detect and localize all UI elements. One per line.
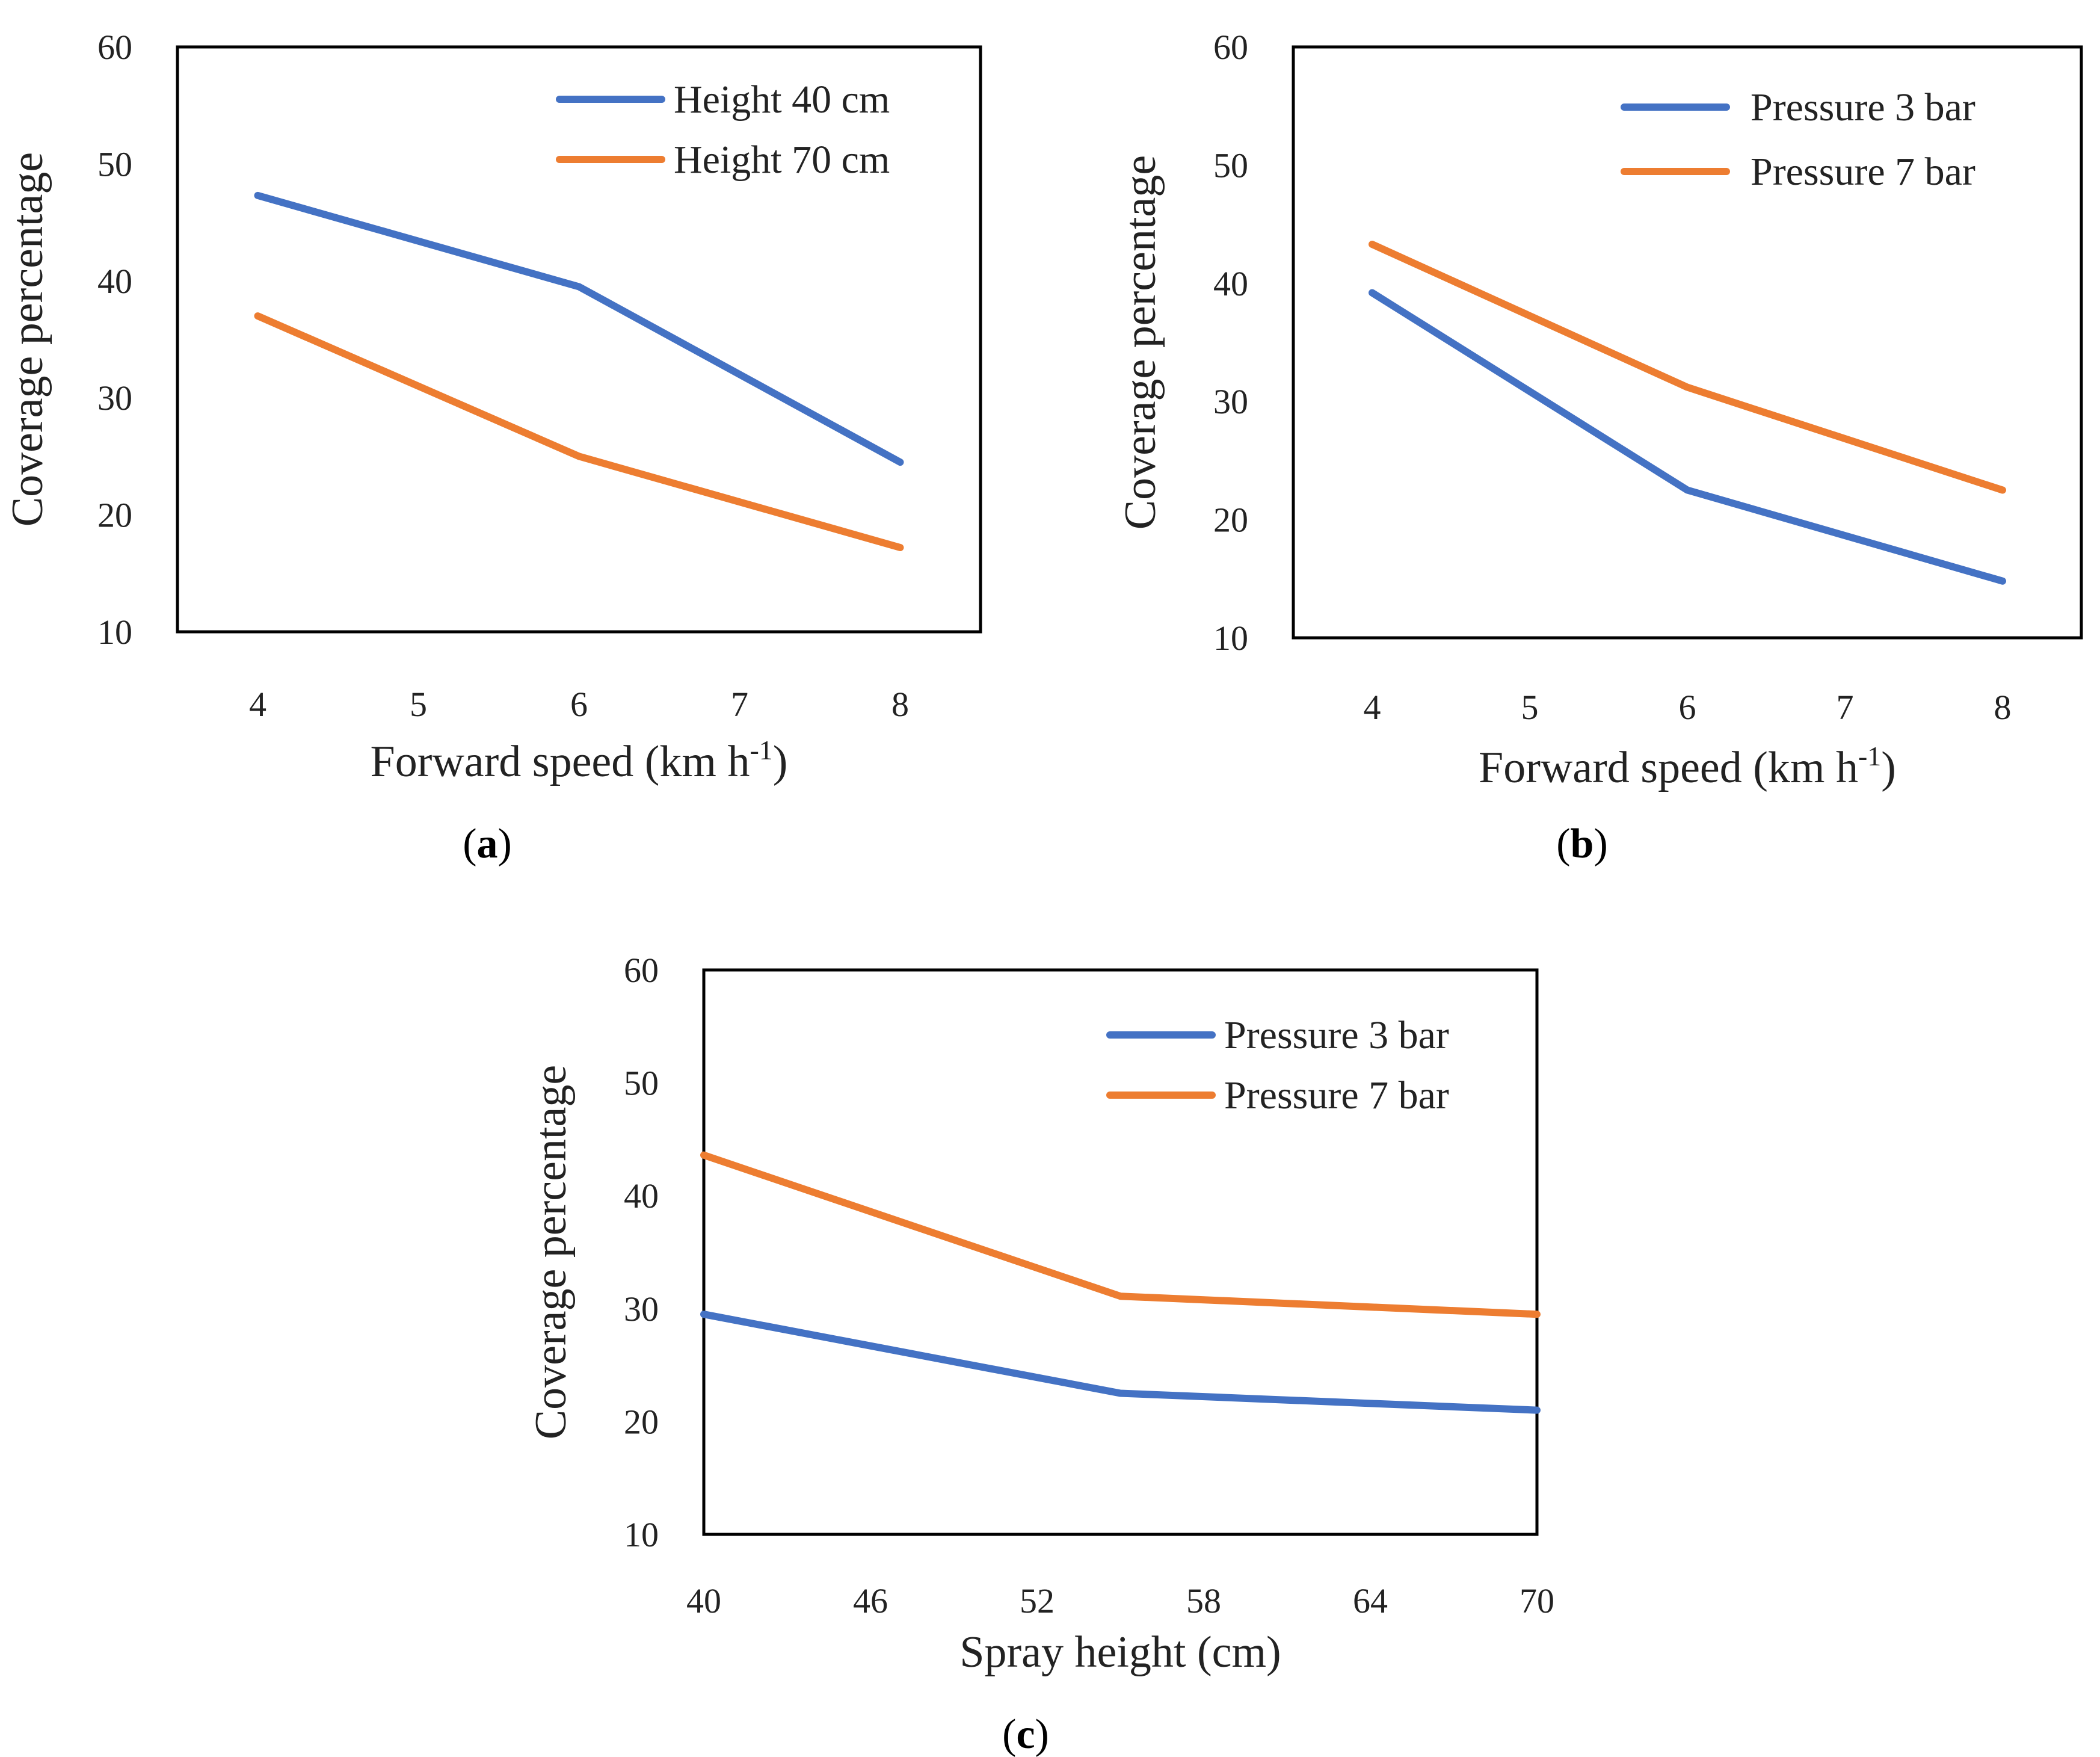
y-axis-title: Coverage percentage <box>526 1065 576 1439</box>
x-axis-title-end: ) <box>1881 743 1896 792</box>
y-tick-label: 10 <box>1213 619 1248 658</box>
panel-caption-letter: c <box>1016 1711 1035 1757</box>
x-tick-label: 7 <box>1837 688 1854 727</box>
panel-caption-close: ) <box>498 821 512 867</box>
y-axis-title: Coverage percentage <box>3 152 52 526</box>
x-axis-title-superscript: -1 <box>750 735 772 765</box>
y-tick-label: 10 <box>97 613 132 652</box>
panel-caption-open: ( <box>1002 1711 1016 1757</box>
y-tick-label: 20 <box>624 1402 659 1441</box>
x-axis-title-end: ) <box>773 737 788 786</box>
x-tick-label: 4 <box>249 685 266 724</box>
x-axis-title-text: Forward speed (km h <box>1479 743 1858 792</box>
series-line-1 <box>1369 289 2006 585</box>
plot-frame <box>1292 45 2083 640</box>
panel-caption-open: ( <box>463 821 476 867</box>
panel-caption-open: ( <box>1556 821 1570 867</box>
series-line-2 <box>700 1151 1541 1318</box>
y-tick-label: 50 <box>1213 146 1248 185</box>
y-tick-label: 20 <box>97 496 132 535</box>
chart-panel-a: 10 20 30 40 50 60 4 5 6 7 8 Forward speed (km h-1) C… <box>3 28 982 867</box>
y-tick-label: 50 <box>624 1064 659 1103</box>
x-tick-label: 52 <box>1020 1581 1055 1620</box>
x-tick-label: 6 <box>1679 688 1696 727</box>
y-tick-label: 60 <box>624 951 659 990</box>
y-tick-label: 30 <box>97 378 132 418</box>
x-axis-title: Forward speed (km h-1) <box>1479 741 1896 792</box>
x-tick-label: 46 <box>853 1581 888 1620</box>
panel-caption: (c) <box>1002 1711 1049 1757</box>
panel-caption: (a) <box>463 821 512 867</box>
chart-panel-b: 10 20 30 40 50 60 4 5 6 7 8 Forward speed (km h-1) C… <box>1116 28 2083 867</box>
x-tick-label: 58 <box>1186 1581 1221 1620</box>
x-axis-title-superscript: -1 <box>1858 741 1881 771</box>
legend-label-1: Pressure 3 bar <box>1751 85 1975 129</box>
x-tick-label: 64 <box>1353 1581 1388 1620</box>
x-tick-label: 70 <box>1520 1581 1554 1620</box>
panel-caption: (b) <box>1556 821 1608 867</box>
series-line-2 <box>254 312 904 551</box>
y-tick-label: 30 <box>624 1289 659 1329</box>
y-tick-label: 60 <box>97 28 132 67</box>
x-tick-label: 6 <box>570 685 588 724</box>
x-axis-title-text: Spray height (cm) <box>959 1628 1281 1677</box>
legend-label-1: Pressure 3 bar <box>1224 1013 1449 1057</box>
legend-label-2: Pressure 7 bar <box>1751 150 1975 194</box>
x-tick-label: 7 <box>731 685 748 724</box>
legend-label-1: Height 40 cm <box>674 78 890 122</box>
chart-panel-c: 10 20 30 40 50 60 40 46 52 58 64 70 Spray height (cm… <box>526 951 1554 1757</box>
legend-label-2: Pressure 7 bar <box>1224 1073 1449 1117</box>
y-tick-label: 40 <box>97 262 132 301</box>
panel-caption-close: ) <box>1593 821 1607 867</box>
x-axis-title-text: Forward speed (km h <box>371 737 750 786</box>
x-tick-label: 5 <box>1521 688 1539 727</box>
y-tick-label: 40 <box>624 1176 659 1215</box>
panel-caption-letter: b <box>1571 821 1594 867</box>
x-tick-label: 8 <box>1994 688 2012 727</box>
panel-caption-letter: a <box>477 821 498 867</box>
y-tick-label: 20 <box>1213 501 1248 540</box>
y-tick-label: 10 <box>624 1515 659 1554</box>
series-line-2 <box>1369 241 2006 494</box>
y-tick-label: 60 <box>1213 28 1248 67</box>
y-tick-label: 30 <box>1213 382 1248 421</box>
x-tick-label: 5 <box>410 685 427 724</box>
y-tick-label: 50 <box>97 144 132 184</box>
series-line-1 <box>700 1311 1541 1414</box>
x-tick-label: 8 <box>891 685 909 724</box>
plot-frame <box>702 968 1539 1536</box>
x-axis-title: Spray height (cm) <box>959 1628 1281 1677</box>
x-tick-label: 4 <box>1364 688 1381 727</box>
y-tick-label: 40 <box>1213 264 1248 303</box>
y-axis-title: Coverage percentage <box>1116 155 1165 530</box>
panel-caption-close: ) <box>1035 1711 1049 1757</box>
x-axis-title: Forward speed (km h-1) <box>371 735 788 786</box>
legend-label-2: Height 70 cm <box>674 138 890 182</box>
plot-frame <box>176 45 982 634</box>
series-line-1 <box>254 191 904 466</box>
x-tick-label: 40 <box>686 1581 721 1620</box>
